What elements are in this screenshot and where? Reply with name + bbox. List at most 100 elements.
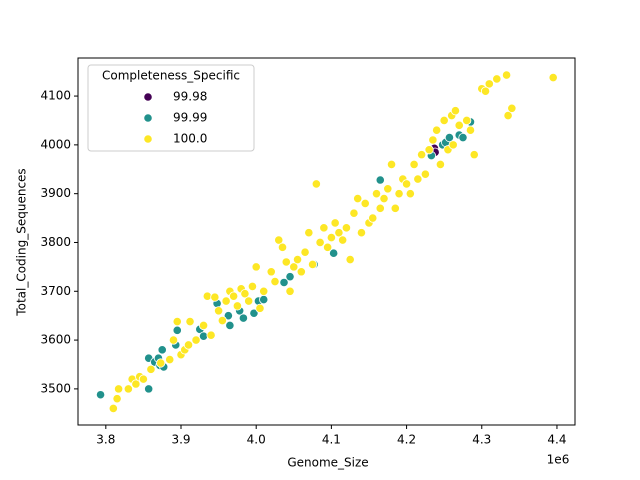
scatter-point [371, 189, 382, 199]
x-tick-label: 4.3 [472, 433, 491, 447]
scatter-point [492, 74, 502, 84]
scatter-point [285, 272, 295, 282]
scatter-point [307, 259, 318, 270]
scatter-point [144, 384, 154, 394]
scatter-point [300, 247, 310, 257]
scatter-point [386, 159, 397, 169]
scatter-point [274, 235, 284, 245]
scatter-point [424, 145, 434, 155]
legend-title: Completeness_Specific [102, 69, 240, 83]
scatter-point [420, 169, 430, 179]
scatter-point [548, 72, 558, 83]
plot-frame [77, 57, 576, 426]
scatter-point [435, 159, 446, 169]
scatter-point [360, 198, 370, 209]
scatter-point [108, 403, 118, 414]
scatter-point [123, 384, 133, 394]
scatter-point [221, 296, 231, 306]
x-axis-label: Genome_Size [287, 456, 368, 470]
scatter-point [225, 320, 235, 331]
scatter-point [289, 262, 299, 272]
scatter-point [334, 228, 344, 238]
scatter-point [432, 125, 442, 135]
scatter-point [296, 267, 306, 277]
scatter-point [341, 223, 352, 233]
scatter-point [277, 242, 288, 252]
x-tick-label: 3.9 [171, 433, 190, 447]
scatter-point [259, 294, 269, 305]
scatter-point [390, 203, 400, 213]
scatter-point [270, 276, 280, 287]
y-tick-label: 4000 [40, 137, 71, 151]
scatter-point [375, 203, 385, 213]
scatter-point [448, 140, 458, 150]
legend-marker [143, 113, 153, 123]
legend-label: 99.98 [173, 90, 207, 104]
scatter-point [112, 394, 122, 404]
scatter-point [131, 379, 141, 389]
scatter-point [484, 79, 494, 89]
legend-marker [143, 92, 153, 102]
scatter-point [198, 331, 209, 341]
legend-box [87, 64, 255, 152]
scatter-point [375, 175, 385, 185]
scatter-point [330, 218, 340, 228]
scatter-point [266, 267, 276, 277]
scatter-point [428, 135, 438, 145]
scatter-point [185, 316, 195, 327]
scatter-point [323, 242, 333, 252]
scatter-point [326, 232, 336, 243]
scatter-point [238, 313, 249, 323]
scatter-point [183, 340, 194, 350]
scatter-point [223, 311, 233, 321]
scatter-point [168, 335, 179, 345]
scatter-point [480, 86, 491, 96]
scatter-point [292, 254, 303, 265]
scatter-point [172, 316, 182, 327]
scatter-point [356, 228, 367, 238]
scatter-point [353, 193, 363, 204]
scatter-point [465, 125, 476, 135]
scatter-point [165, 355, 175, 365]
scatter-point [501, 70, 512, 80]
y-axis-label: Total_Coding_Sequences [15, 168, 29, 316]
scatter-point [156, 358, 166, 368]
y-tick-label: 3600 [40, 333, 71, 347]
scatter-point [251, 262, 261, 272]
scatter-point [202, 291, 212, 301]
scatter-point [279, 277, 289, 288]
scatter-point [206, 330, 216, 340]
scatter-point [157, 345, 167, 355]
scatter-point [285, 286, 295, 296]
legend-label: 100.0 [173, 132, 207, 146]
scatter-point [405, 189, 415, 199]
scatter-point [349, 208, 359, 218]
scatter-point [401, 179, 412, 189]
scatter-point [304, 228, 314, 238]
scatter-point [247, 281, 258, 291]
scatter-point [458, 132, 468, 143]
scatter-point [146, 364, 156, 374]
scatter-point [413, 174, 423, 184]
scatter-point [249, 308, 259, 318]
scatter-point [198, 320, 209, 331]
legend-label: 99.99 [173, 111, 207, 125]
scatter-point [191, 335, 201, 345]
scatter-point [409, 159, 419, 169]
scatter-point [503, 110, 513, 121]
scatter-point [319, 223, 329, 233]
scatter-point [454, 120, 464, 130]
x-tick-label: 3.8 [96, 433, 115, 447]
scatter-point [462, 115, 472, 126]
scatter-point [240, 289, 250, 299]
scatter-point [229, 291, 239, 301]
scatter-point [379, 193, 389, 204]
scatter-point [138, 374, 149, 384]
scatter-point [383, 184, 393, 194]
scatter-point [444, 132, 455, 143]
scatter-point [450, 106, 461, 116]
scatter-point [172, 325, 182, 335]
y-tick-label: 3800 [40, 235, 71, 249]
scatter-point [232, 301, 243, 311]
